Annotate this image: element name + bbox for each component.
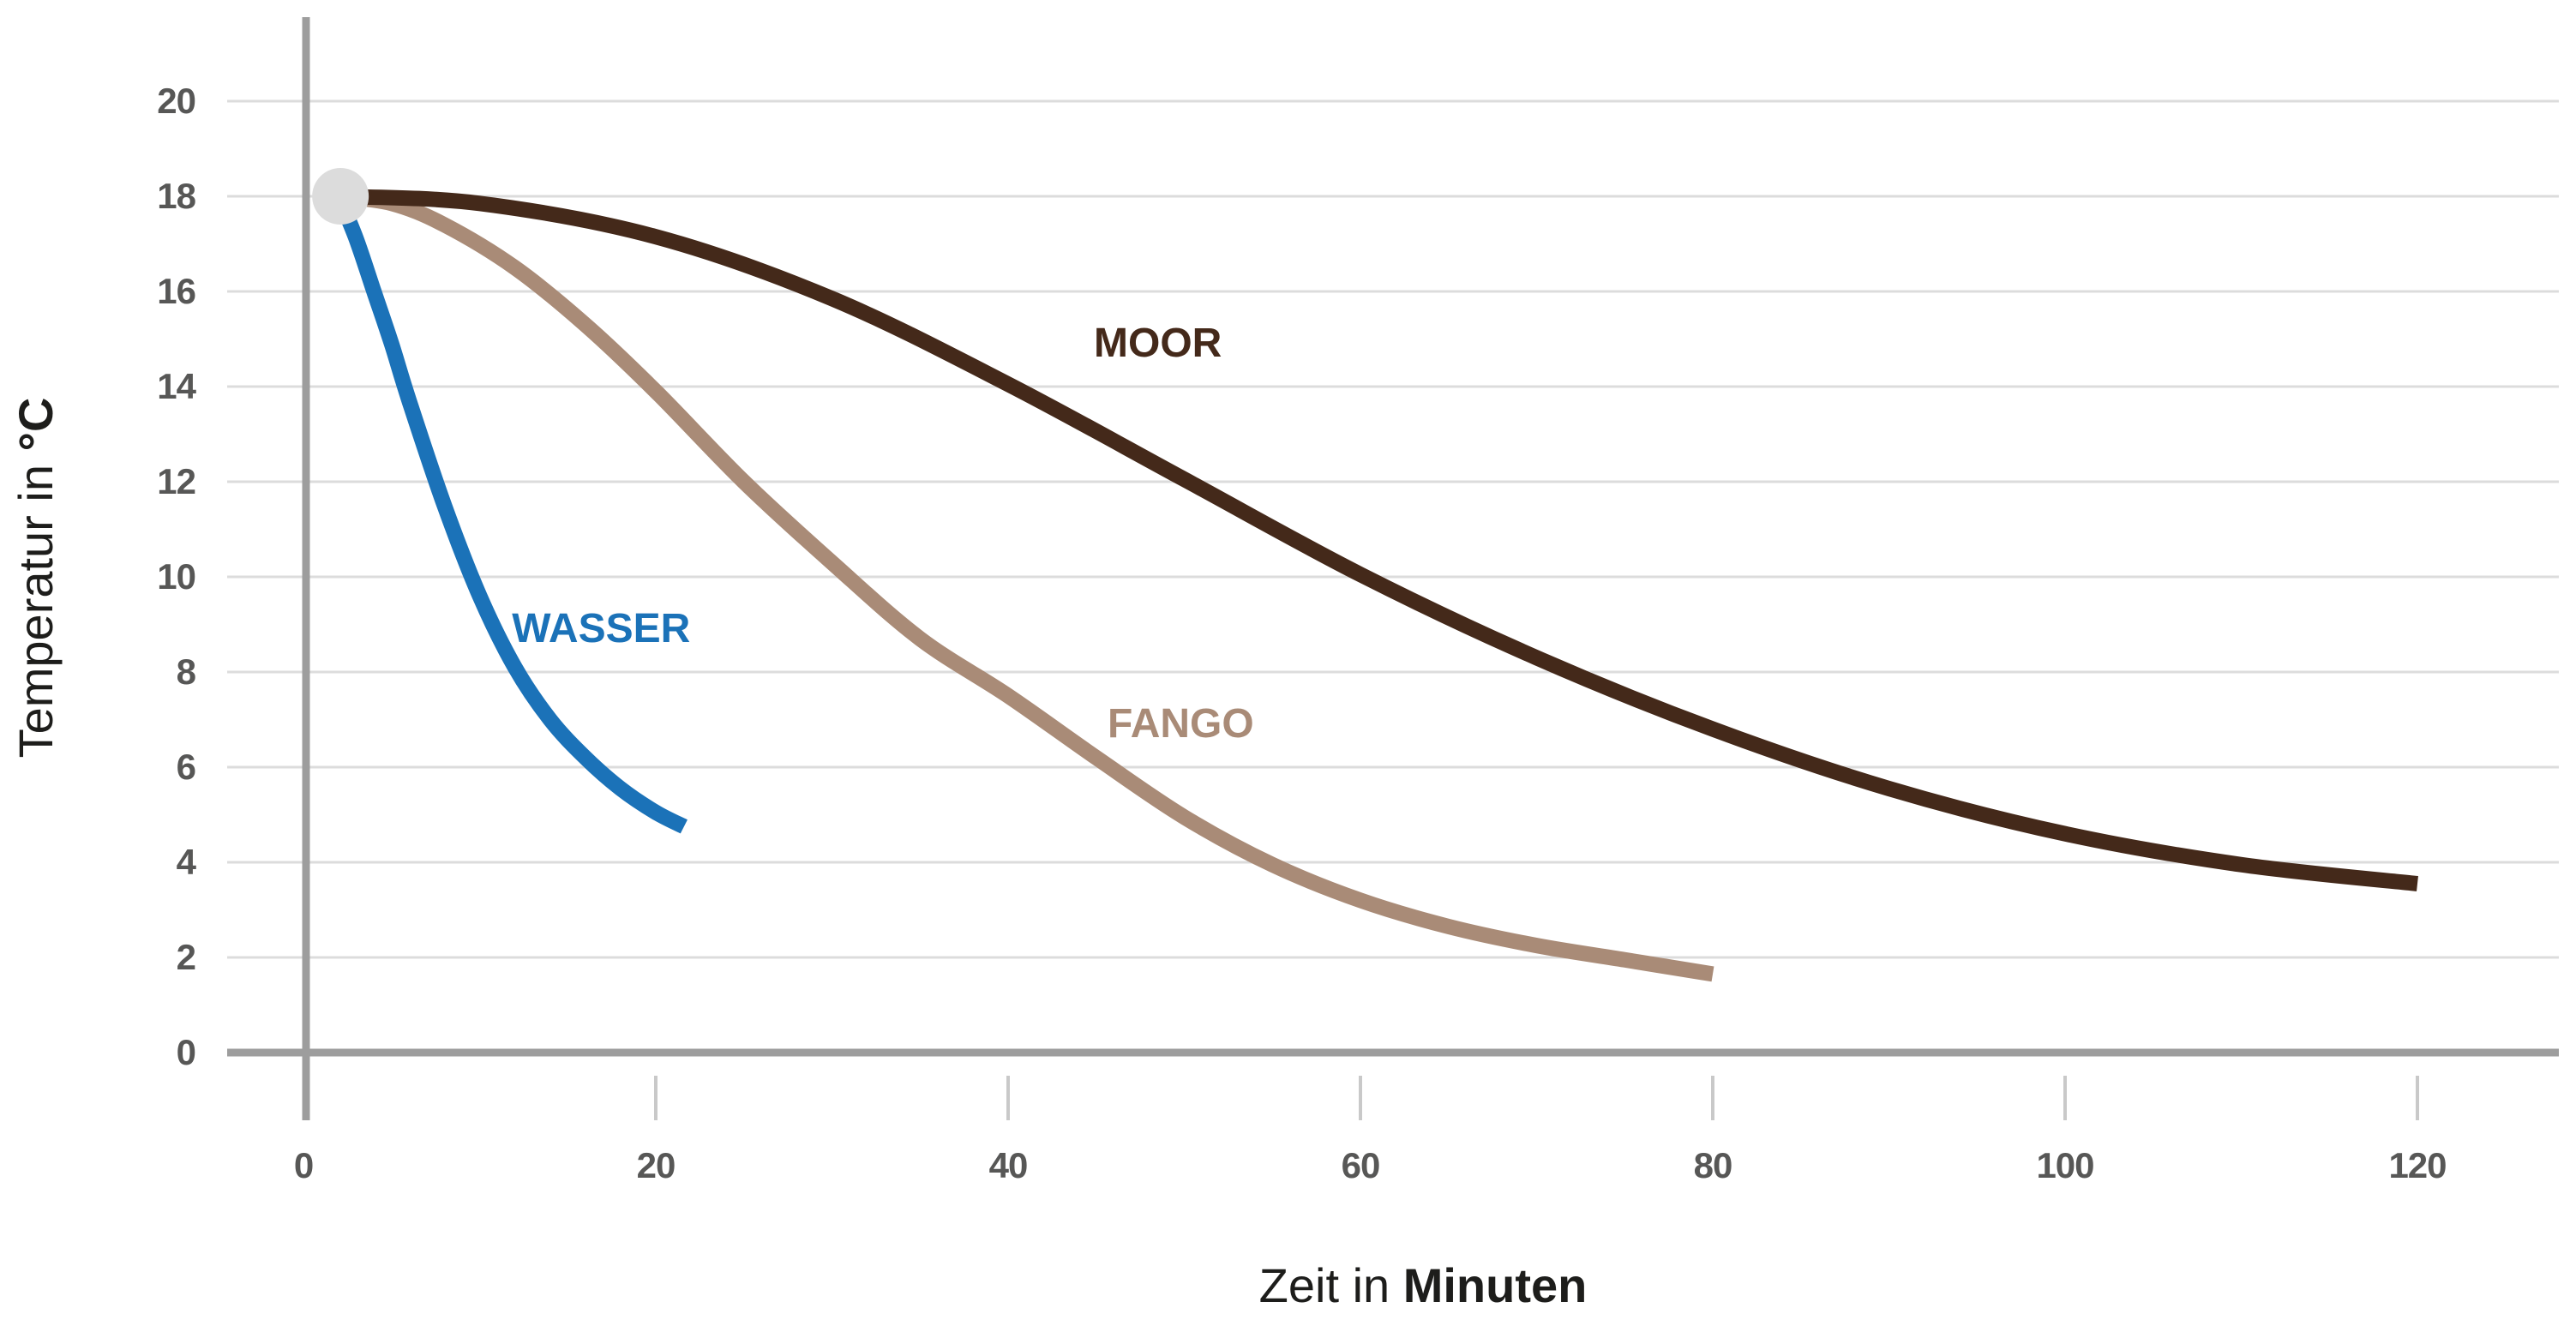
x-axis-title-regular: Zeit in	[1258, 1258, 1403, 1312]
y-tick-label-10: 10	[157, 556, 196, 597]
y-tick-label-18: 18	[157, 176, 196, 216]
series-curve-moor	[338, 189, 2418, 891]
series-label-fango: FANGO	[1108, 701, 1254, 747]
x-tick-label-60: 60	[1341, 1145, 1381, 1185]
y-tick-label-4: 4	[176, 842, 196, 882]
x-axis-title: Zeit in Minuten	[1080, 1258, 1766, 1313]
start-point-marker	[312, 168, 369, 225]
series-label-wasser: WASSER	[512, 606, 691, 652]
y-tick-label-12: 12	[157, 461, 196, 501]
y-tick-label-16: 16	[157, 271, 196, 311]
series-curve-wasser	[331, 193, 688, 834]
x-tick-label-80: 80	[1693, 1145, 1733, 1185]
x-tick-label-120: 120	[2388, 1145, 2447, 1185]
y-tick-label-14: 14	[157, 366, 196, 406]
y-axis-title: Temperatur in °C	[9, 321, 63, 835]
y-tick-label-6: 6	[176, 747, 196, 787]
y-tick-label-2: 2	[176, 937, 196, 977]
x-tick-label-0: 0	[293, 1145, 314, 1185]
x-axis-title-bold: Minuten	[1402, 1258, 1588, 1312]
x-tick-label-20: 20	[636, 1145, 676, 1185]
y-axis-title-regular: Temperatur in	[9, 451, 63, 759]
series-curve-fango	[337, 189, 1714, 982]
y-axis-title-bold: °C	[9, 397, 63, 452]
series-label-moor: MOOR	[1094, 321, 1222, 367]
y-tick-label-8: 8	[176, 651, 196, 692]
y-tick-label-0: 0	[176, 1032, 196, 1072]
x-tick-label-40: 40	[988, 1145, 1029, 1185]
y-tick-label-20: 20	[157, 81, 196, 121]
x-tick-label-100: 100	[2036, 1145, 2094, 1185]
